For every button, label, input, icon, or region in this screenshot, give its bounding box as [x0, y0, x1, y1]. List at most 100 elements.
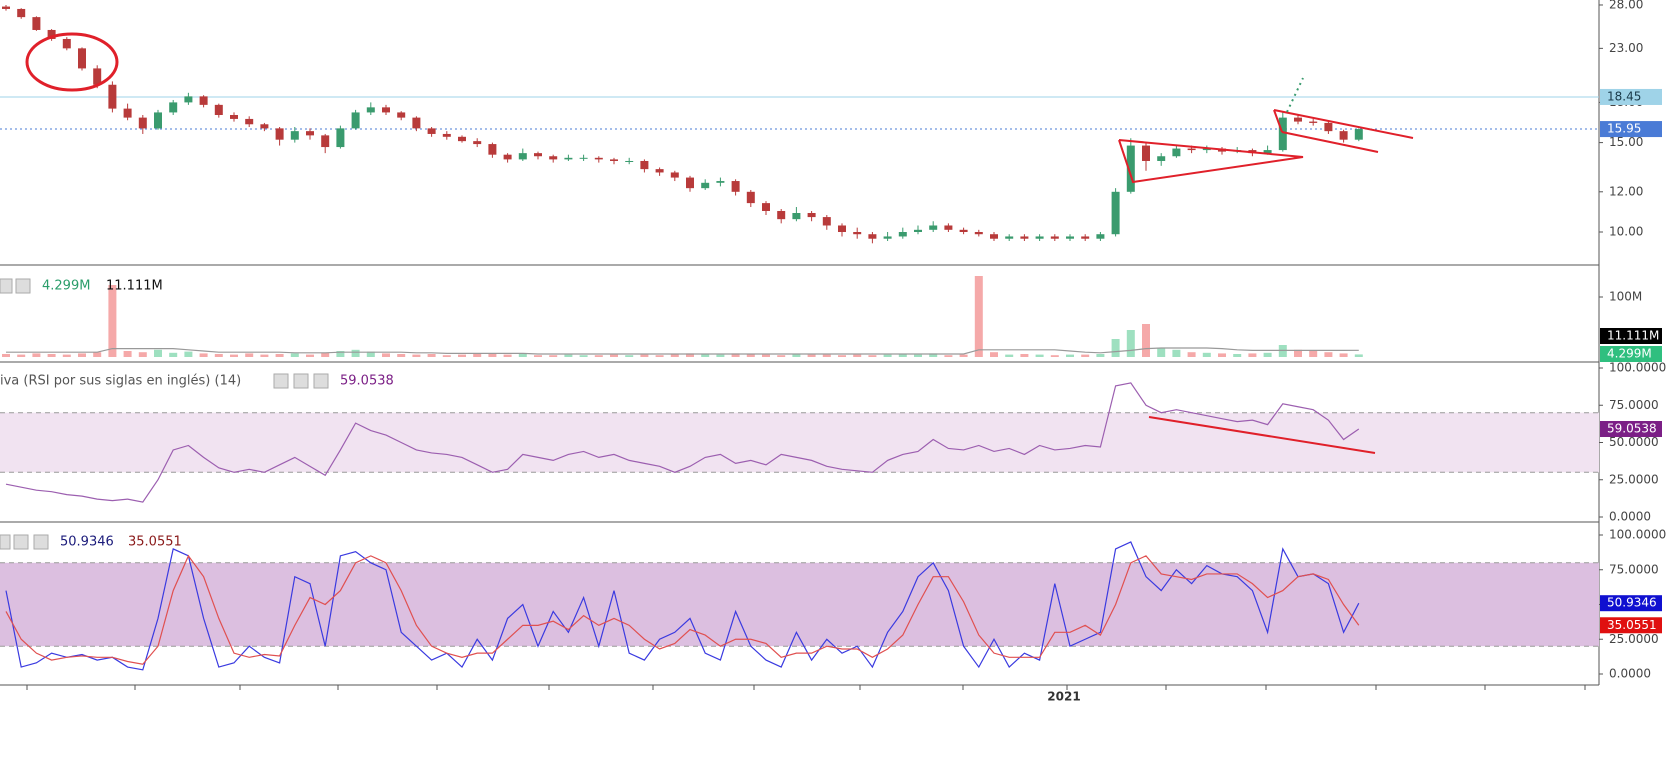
y-tick-label: 25.0000	[1609, 472, 1659, 486]
volume-bar	[108, 285, 117, 357]
candle-body	[503, 154, 512, 160]
volume-bar	[382, 353, 390, 357]
volume-bar	[260, 354, 269, 357]
y-tick-label: 75.0000	[1609, 398, 1659, 412]
candle-body	[594, 157, 603, 160]
candle-body	[1294, 117, 1302, 122]
settings-icon[interactable]	[293, 373, 309, 389]
stoch-k-legend: 50.9346	[60, 535, 114, 550]
volume-legend: 4.299M	[42, 279, 90, 294]
volume-bar	[442, 355, 451, 357]
y-tick-label: 100.0000	[1609, 361, 1666, 375]
y-tick-label: 28.00	[1609, 0, 1643, 11]
volume-bar	[1187, 352, 1196, 357]
volume-bar	[655, 355, 664, 357]
candle-body	[78, 48, 86, 69]
candle-body	[473, 141, 482, 145]
candle-body	[1050, 236, 1059, 239]
rsi-trendline	[1148, 416, 1376, 454]
volume-bar	[93, 352, 102, 357]
volume-bar	[716, 354, 725, 357]
candle-body	[1142, 145, 1150, 161]
volume-bar	[579, 355, 588, 357]
candle-body	[883, 236, 892, 239]
volume-bar	[366, 351, 375, 357]
price-line-label: 18.45	[1607, 89, 1641, 103]
candle-body	[321, 135, 330, 148]
close-icon[interactable]	[313, 373, 329, 389]
candle-body	[1035, 236, 1044, 239]
visibility-icon[interactable]	[273, 373, 289, 389]
indicator-line	[5, 541, 1360, 671]
band-fill	[0, 562, 1599, 647]
candle-body	[123, 108, 132, 118]
volume-bar	[1202, 352, 1211, 357]
volume-value-box	[1600, 346, 1662, 362]
volume-bar	[1172, 349, 1181, 357]
volume-bar	[1263, 352, 1272, 357]
rsi-title: iva (RSI por sus siglas en inglés) (14)	[0, 374, 241, 389]
volume-ma-value-box	[1600, 328, 1662, 344]
candle-body	[686, 177, 694, 189]
volume-bar	[245, 353, 254, 357]
candle-body	[838, 225, 846, 233]
triangle-drawing	[1118, 139, 1304, 184]
candle-body	[534, 153, 542, 157]
candle-body	[1081, 236, 1090, 239]
volume-bar	[610, 354, 618, 357]
volume-bar	[306, 354, 314, 357]
volume-bar	[959, 354, 968, 357]
y-tick-label: 25.0000	[1609, 632, 1659, 646]
y-tick-label: 100M	[1609, 290, 1642, 304]
y-tick-label: 15.00	[1609, 135, 1643, 149]
candle-body	[351, 112, 360, 129]
channel-edge	[1273, 109, 1283, 133]
settings-icon[interactable]	[0, 278, 13, 294]
volume-bar	[1218, 353, 1226, 357]
volume-bar	[78, 353, 86, 357]
volume-bar	[625, 355, 634, 357]
candle-body	[397, 112, 406, 118]
settings-icon[interactable]	[13, 534, 29, 550]
indicator-value: 50.9346	[1607, 596, 1657, 610]
volume-bar	[686, 353, 694, 357]
volume-bar	[868, 355, 877, 357]
candle-body	[93, 68, 102, 85]
volume-bar	[1248, 353, 1257, 357]
volume-bar	[1081, 354, 1090, 357]
indicator-value: 59.0538	[1607, 422, 1657, 436]
candle-body	[1309, 121, 1318, 123]
candle-body	[1278, 117, 1287, 151]
volume-bar	[731, 353, 740, 357]
y-tick-label: 50.0000	[1609, 435, 1659, 449]
y-tick-label: 10.00	[1609, 225, 1643, 239]
candle-body	[260, 124, 269, 129]
volume-bar	[473, 354, 482, 357]
candle-body	[154, 112, 162, 129]
volume-bar	[974, 276, 983, 357]
candle-body	[488, 144, 497, 155]
y-tick-label: 0.0000	[1609, 667, 1651, 681]
volume-bar	[807, 354, 816, 357]
indicator-line	[5, 554, 1360, 665]
candle-body	[746, 191, 755, 204]
y-tick-label: 75.0000	[1609, 562, 1659, 576]
candle-body	[868, 234, 877, 239]
volume-bar	[1035, 354, 1044, 357]
candle-body	[822, 217, 831, 226]
candle-body	[412, 117, 421, 129]
annotations	[25, 32, 1414, 454]
volume-bar	[762, 354, 770, 357]
volume-bar	[1005, 354, 1014, 357]
volume-bar	[883, 354, 892, 357]
close-icon[interactable]	[15, 278, 31, 294]
close-icon[interactable]	[33, 534, 49, 550]
volume-bar	[1020, 354, 1029, 357]
volume-bar	[929, 353, 938, 357]
y-tick-label: 23.00	[1609, 41, 1643, 55]
visibility-icon[interactable]	[0, 534, 11, 550]
candle-body	[701, 182, 710, 189]
candle-body	[1202, 148, 1211, 151]
